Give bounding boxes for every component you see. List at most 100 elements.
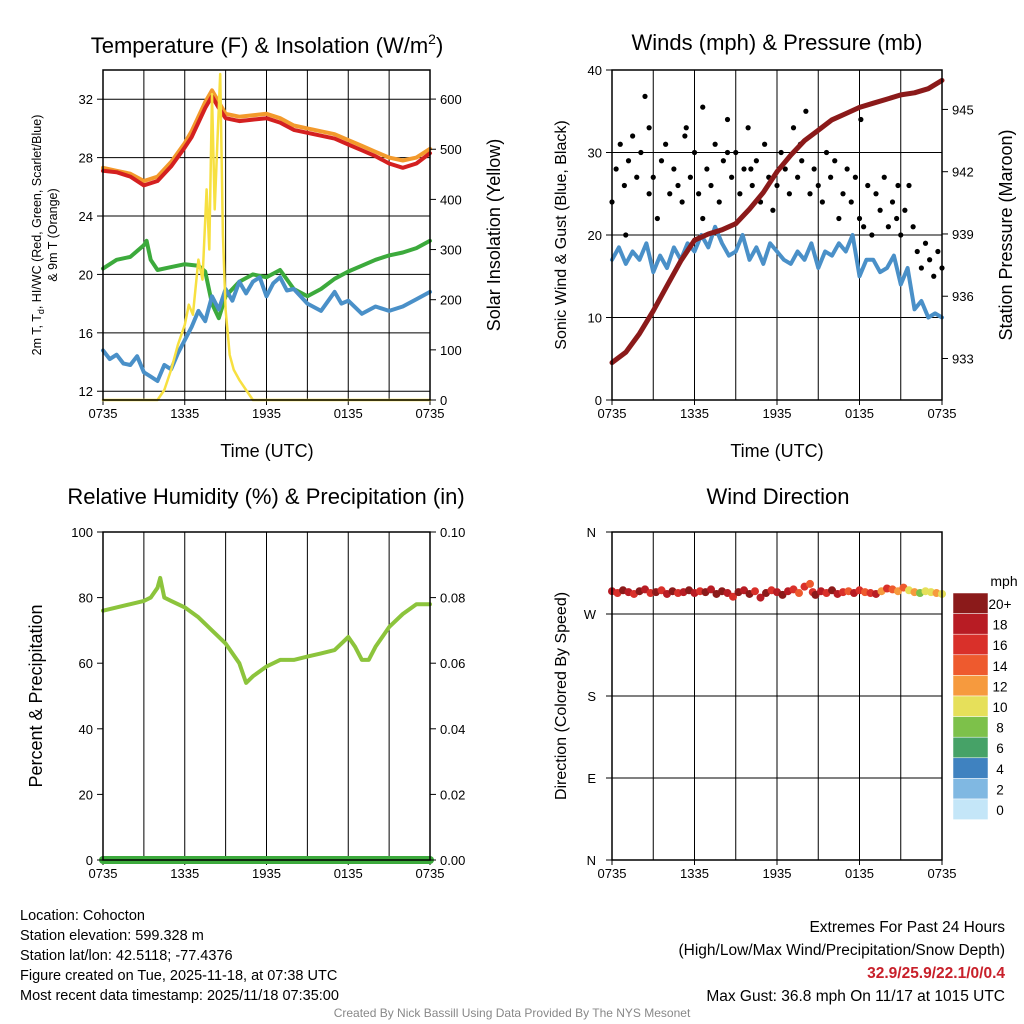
gust-point bbox=[873, 191, 879, 197]
chart-title: Winds (mph) & Pressure (mb) bbox=[632, 30, 923, 55]
gust-point bbox=[625, 158, 632, 164]
gust-point bbox=[770, 207, 776, 213]
gust-point bbox=[832, 158, 838, 164]
legend-label: 6 bbox=[996, 741, 1004, 756]
legend-label: 16 bbox=[992, 638, 1007, 653]
gust-point bbox=[811, 166, 817, 172]
gust-point bbox=[807, 191, 813, 197]
legend-label: 2 bbox=[996, 782, 1004, 797]
gust-point bbox=[716, 199, 722, 205]
y-tick-label-right: 945 bbox=[952, 102, 974, 117]
legend-swatch bbox=[952, 675, 989, 697]
y-tick-label-right: 600 bbox=[440, 92, 462, 107]
gust-point bbox=[803, 108, 809, 114]
y-tick-label-left: 20 bbox=[79, 787, 93, 802]
gust-point bbox=[918, 265, 924, 271]
gust-point bbox=[856, 215, 863, 222]
legend-label: 20+ bbox=[989, 597, 1012, 612]
x-tick-label: 0735 bbox=[598, 406, 627, 421]
x-tick-label: 0735 bbox=[928, 406, 957, 421]
station-latlon: Station lat/lon: 42.5118; -77.4376 bbox=[20, 948, 233, 964]
gust-point bbox=[823, 149, 830, 156]
gust-point bbox=[650, 174, 656, 180]
x-tick-label: 0135 bbox=[334, 866, 363, 881]
y-tick-label-left: 60 bbox=[79, 656, 93, 671]
gust-point bbox=[836, 215, 842, 222]
gust-point bbox=[790, 125, 797, 131]
gust-point bbox=[691, 149, 698, 156]
gust-point bbox=[642, 93, 648, 99]
gust-point bbox=[646, 191, 652, 197]
legend-swatch bbox=[952, 798, 989, 820]
y-tick-label-left: 0 bbox=[595, 393, 602, 408]
legend-swatch bbox=[952, 613, 989, 635]
y-tick-label-right: 939 bbox=[952, 227, 974, 242]
series-sonic-wind bbox=[610, 224, 944, 320]
legend-swatch bbox=[952, 736, 989, 759]
legend-swatch bbox=[952, 778, 989, 800]
y-tick-label-right: 936 bbox=[952, 289, 974, 304]
gust-point bbox=[881, 174, 887, 180]
gust-point bbox=[753, 158, 759, 164]
chart-title: Temperature (F) & Insolation (W/m2) bbox=[91, 31, 444, 58]
gust-point bbox=[844, 166, 850, 172]
y-tick-label-left: 20 bbox=[79, 267, 93, 282]
gust-point bbox=[762, 141, 768, 147]
y-tick-label-left: 30 bbox=[588, 146, 602, 161]
gust-point bbox=[696, 191, 702, 197]
y-tick-label-right: 0.06 bbox=[440, 656, 465, 671]
gust-point bbox=[621, 182, 627, 189]
legend-swatch bbox=[952, 592, 989, 614]
gust-point bbox=[828, 174, 834, 180]
y-axis-label-right: Station Pressure (Maroon) bbox=[996, 129, 1016, 340]
gust-point bbox=[617, 141, 623, 147]
gust-point bbox=[679, 199, 685, 205]
gust-point bbox=[683, 125, 689, 131]
legend-title: mph bbox=[990, 573, 1017, 589]
extremes-title: Extremes For Past 24 Hours bbox=[809, 919, 1005, 936]
series-wc bbox=[101, 275, 432, 383]
gust-point bbox=[729, 174, 735, 180]
series-solar bbox=[101, 72, 432, 402]
y-tick-label-left: N bbox=[587, 525, 596, 540]
y-tick-label-left: E bbox=[587, 771, 596, 786]
gust-point bbox=[712, 141, 718, 147]
gust-point bbox=[877, 207, 883, 213]
gust-point bbox=[865, 182, 871, 189]
gust-point bbox=[663, 141, 669, 147]
figure-created: Figure created on Tue, 2025-11-18, at 07… bbox=[20, 968, 338, 984]
gust-point bbox=[819, 199, 825, 205]
gust-point bbox=[630, 133, 636, 139]
x-tick-label: 0135 bbox=[845, 406, 874, 421]
y-tick-label-right: 300 bbox=[440, 243, 462, 258]
gust-point bbox=[848, 199, 854, 205]
gust-point bbox=[687, 174, 693, 180]
y-tick-label-right: 0.02 bbox=[440, 787, 465, 802]
direction-point bbox=[806, 579, 814, 588]
x-tick-label: 1935 bbox=[252, 866, 281, 881]
plot-border bbox=[102, 69, 431, 401]
direction-point bbox=[756, 593, 765, 602]
y-tick-label-left: 40 bbox=[588, 63, 602, 78]
y-tick-label-right: 0 bbox=[440, 393, 447, 408]
y-tick-label-left: 10 bbox=[588, 311, 602, 326]
y-axis-label-left: Sonic Wind & Gust (Blue, Black) bbox=[553, 120, 570, 349]
gust-point bbox=[675, 182, 681, 189]
gust-point bbox=[646, 125, 652, 131]
chart-title: Wind Direction bbox=[706, 484, 849, 509]
gust-point bbox=[894, 215, 900, 222]
y-tick-label-left: 0 bbox=[86, 853, 93, 868]
chart-title: Relative Humidity (%) & Precipitation (i… bbox=[67, 484, 464, 509]
gust-point bbox=[840, 191, 846, 197]
gust-point bbox=[708, 182, 714, 189]
y-axis-label-right: Solar Insolation (Yellow) bbox=[484, 139, 504, 331]
y-tick-label-left: 28 bbox=[79, 151, 93, 166]
gust-point bbox=[795, 174, 801, 180]
y-tick-label-right: 0.10 bbox=[440, 525, 465, 540]
x-tick-label: 0735 bbox=[416, 406, 445, 421]
legend-swatch bbox=[952, 695, 989, 717]
legend-label: 14 bbox=[992, 659, 1008, 674]
x-tick-label: 0135 bbox=[334, 406, 363, 421]
legend-label: 0 bbox=[996, 803, 1004, 818]
gust-point bbox=[749, 182, 755, 189]
